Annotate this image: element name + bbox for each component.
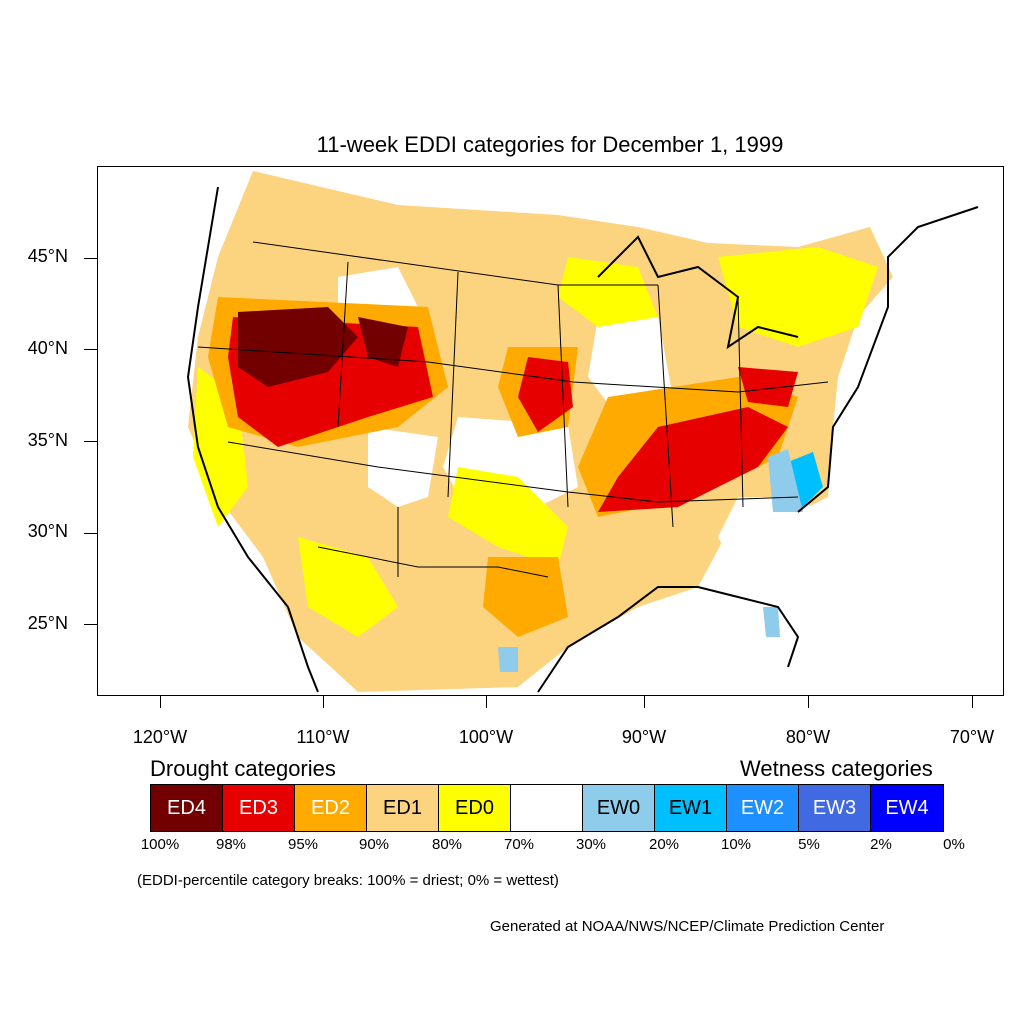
legend-swatch-ew2: EW2 xyxy=(727,785,799,831)
lon-label-120w: 120°W xyxy=(132,727,188,747)
legend-label: ED1 xyxy=(383,796,422,819)
legend-label: EW0 xyxy=(596,796,641,819)
legend-swatch-ed4: ED4 xyxy=(151,785,223,831)
lon-tick xyxy=(323,696,324,708)
break-label: 20% xyxy=(648,836,680,853)
legend-swatch-ed0: ED0 xyxy=(439,785,511,831)
legend-swatch-ew4: EW4 xyxy=(871,785,943,831)
ew0-region xyxy=(763,607,780,637)
legend-swatch-ed2: ED2 xyxy=(295,785,367,831)
state-boundaries xyxy=(197,241,829,578)
break-label: 2% xyxy=(870,836,892,853)
ew0-region xyxy=(768,449,803,512)
ed0-region xyxy=(718,247,878,347)
lat-label-25: 25°N xyxy=(27,613,68,633)
lon-tick xyxy=(160,696,161,708)
lon-label-100w: 100°W xyxy=(458,727,514,747)
legend-label: EW4 xyxy=(885,796,929,819)
credit-line: Generated at NOAA/NWS/NCEP/Climate Predi… xyxy=(490,918,885,935)
legend-label: EW3 xyxy=(812,796,857,819)
legend-swatch-ed3: ED3 xyxy=(223,785,295,831)
legend-swatch-ew3: EW3 xyxy=(799,785,871,831)
ed3-region xyxy=(738,367,798,407)
legend-swatch-ew0: EW0 xyxy=(583,785,655,831)
legend-label: ED0 xyxy=(455,796,494,819)
eddi-map[interactable] xyxy=(97,166,1004,696)
lat-label-35: 35°N xyxy=(27,430,68,450)
break-label: 30% xyxy=(575,836,607,853)
category-color-bar: ED4 ED3 ED2 ED1 ED0 EW0 EW1 EW2 EW3 EW4 xyxy=(150,784,944,832)
lon-label-70w: 70°W xyxy=(949,727,995,747)
break-label: 98% xyxy=(215,836,247,853)
normal-region xyxy=(368,427,438,507)
lat-tick xyxy=(84,349,97,350)
legend-swatch-ed1: ED1 xyxy=(367,785,439,831)
lat-label-30: 30°N xyxy=(27,521,68,541)
lon-tick xyxy=(808,696,809,708)
ed4-region xyxy=(238,307,358,387)
break-label: 80% xyxy=(431,836,463,853)
lat-tick xyxy=(84,624,97,625)
legend-label: EW1 xyxy=(668,796,713,819)
map-title: 11-week EDDI categories for December 1, … xyxy=(316,132,784,157)
lon-tick xyxy=(486,696,487,708)
legend-swatch-ew1: EW1 xyxy=(655,785,727,831)
wetness-categories-heading: Wetness categories xyxy=(740,756,933,781)
break-label: 0% xyxy=(943,836,965,853)
normal-region xyxy=(718,497,818,587)
break-label: 5% xyxy=(798,836,820,853)
ed0-region xyxy=(298,537,398,637)
legend-label: EW2 xyxy=(740,796,785,819)
lat-tick xyxy=(84,441,97,442)
ed4-region xyxy=(358,317,408,367)
coastlines xyxy=(186,186,979,693)
lon-label-110w: 110°W xyxy=(296,727,350,747)
lat-label-45: 45°N xyxy=(27,246,68,266)
lat-label-40: 40°N xyxy=(27,338,68,358)
legend-label: ED2 xyxy=(311,796,350,819)
lon-label-90w: 90°W xyxy=(621,727,667,747)
break-label: 90% xyxy=(358,836,390,853)
lat-tick xyxy=(84,258,97,259)
drought-categories-heading: Drought categories xyxy=(150,756,336,781)
ed0-region xyxy=(448,467,568,567)
ed0-region xyxy=(558,257,658,327)
ed3-region xyxy=(518,357,573,432)
break-label: 95% xyxy=(287,836,319,853)
break-label: 100% xyxy=(140,836,180,853)
legend-label: ED3 xyxy=(239,796,278,819)
lon-label-80w: 80°W xyxy=(785,727,831,747)
category-breaks-note: (EDDI-percentile category breaks: 100% =… xyxy=(137,872,559,889)
map-canvas xyxy=(186,171,979,693)
legend-label: ED4 xyxy=(167,796,206,819)
break-label: 70% xyxy=(503,836,535,853)
legend-swatch-normal xyxy=(511,785,583,831)
lon-tick xyxy=(972,696,973,708)
lat-tick xyxy=(84,533,97,534)
break-label: 10% xyxy=(720,836,752,853)
ew0-region xyxy=(498,647,518,672)
ed3-region xyxy=(598,407,788,512)
lon-tick xyxy=(644,696,645,708)
